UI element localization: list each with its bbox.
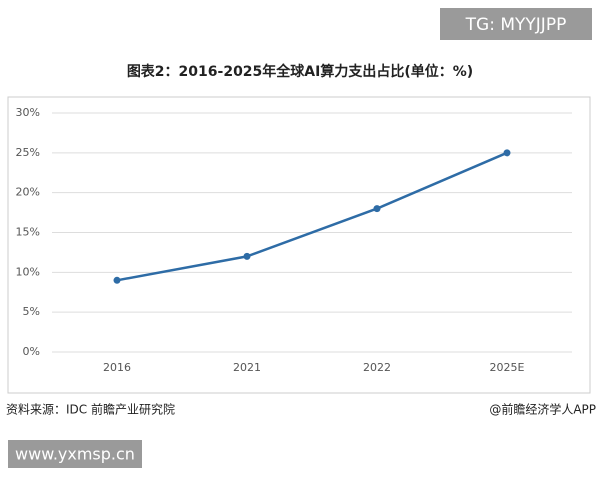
- point: [373, 205, 381, 213]
- line: [116, 151, 508, 282]
- point: [113, 276, 121, 284]
- point: [243, 252, 251, 260]
- x-tick-label: 2022: [363, 361, 391, 374]
- y-tick-label: 15%: [16, 226, 40, 239]
- y-tick-label: 20%: [16, 186, 40, 199]
- x-tick-label: 2025E: [490, 361, 525, 374]
- point: [503, 149, 511, 157]
- y-tick-label: 10%: [16, 265, 40, 278]
- watermark-bottom: www.yxmsp.cn: [15, 445, 135, 464]
- x-tick-label: 2016: [103, 361, 131, 374]
- y-tick-label: 30%: [16, 106, 40, 119]
- y-tick-label: 25%: [16, 146, 40, 159]
- chart-frame: [7, 96, 591, 394]
- y-tick-label: 5%: [23, 305, 40, 318]
- watermark-box: [8, 440, 142, 468]
- x-tick-label: 2021: [233, 361, 261, 374]
- chart-title: 图表2：2016-2025年全球AI算力支出占比(单位：%): [127, 63, 473, 80]
- y-tick-label: 0%: [23, 345, 40, 358]
- watermark-box: [440, 8, 592, 40]
- credit: @前瞻经济学人APP: [489, 402, 596, 417]
- source: 资料来源：IDC 前瞻产业研究院: [6, 402, 175, 417]
- watermark-top: TG: MYYJJPP: [465, 15, 567, 35]
